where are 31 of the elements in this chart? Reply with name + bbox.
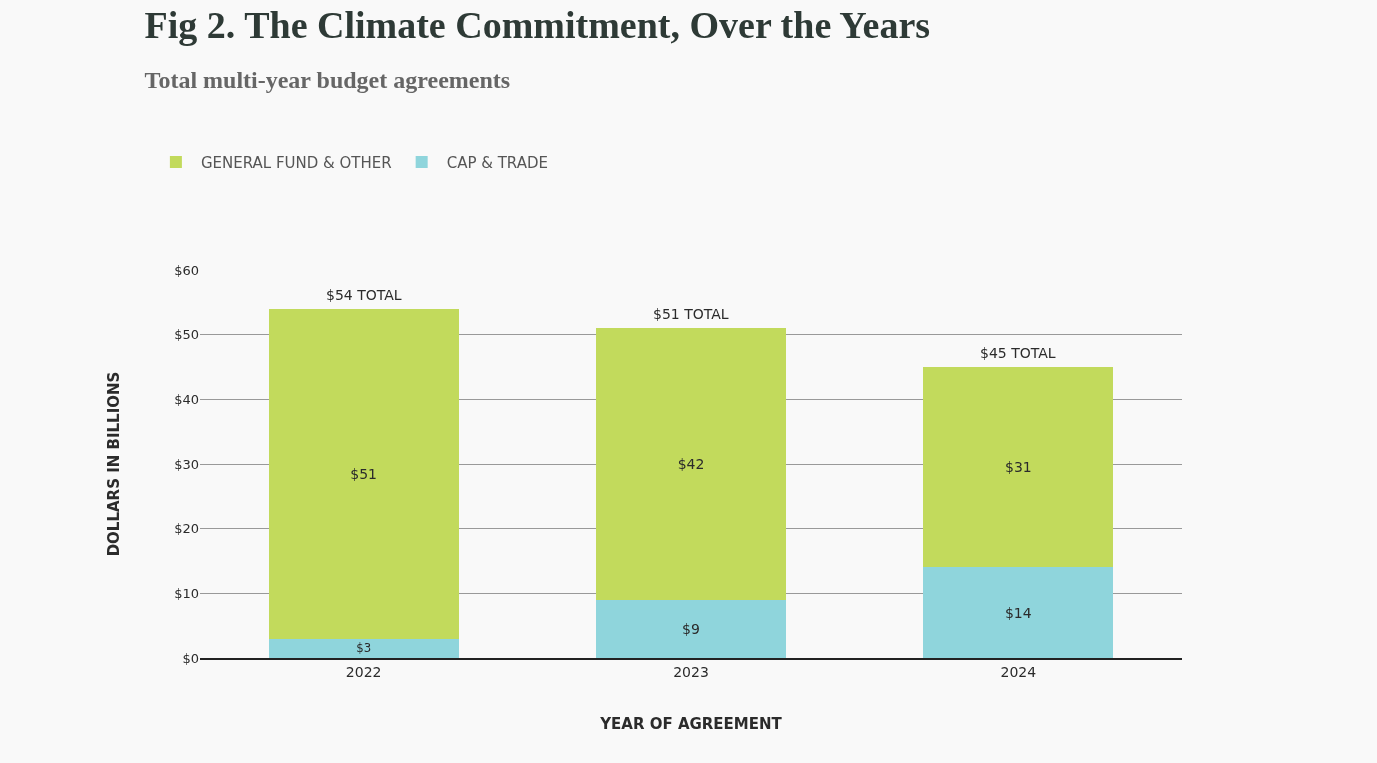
x-tick-label: 2023 <box>673 663 709 680</box>
y-axis-title: DOLLARS IN BILLIONS <box>105 371 124 557</box>
legend-label: GENERAL FUND & OTHER <box>200 153 392 172</box>
total-label: $51 TOTAL <box>653 306 729 322</box>
data-label: $51 <box>350 465 378 482</box>
data-label: $9 <box>682 620 700 637</box>
chart-title: Fig 2. The Climate Commitment, Over the Years <box>144 4 931 47</box>
legend-label: CAP & TRADE <box>446 153 548 172</box>
total-label: $45 TOTAL <box>980 345 1056 361</box>
bar <box>596 599 786 658</box>
y-tick-label: $0 <box>182 650 199 666</box>
y-tick-label: $50 <box>174 327 199 343</box>
bar <box>923 367 1114 568</box>
x-tick-label: 2022 <box>345 663 382 680</box>
bar <box>923 567 1114 658</box>
data-label: $42 <box>677 456 705 472</box>
y-tick-label: $30 <box>174 456 199 472</box>
y-tick-label: $40 <box>174 391 199 407</box>
bar <box>596 328 786 600</box>
bar <box>268 308 459 639</box>
x-axis-title: YEAR OF AGREEMENT <box>599 715 783 734</box>
data-label: $3 <box>356 641 372 656</box>
total-label: $54 TOTAL <box>326 287 402 303</box>
bar <box>268 638 459 658</box>
chart-subtitle: Total multi-year budget agreements <box>144 66 511 93</box>
y-tick-label: $20 <box>174 521 199 537</box>
x-tick-label: 2024 <box>1000 663 1037 680</box>
data-label: $31 <box>1004 459 1032 476</box>
y-tick-label: $10 <box>174 585 199 601</box>
data-label: $14 <box>1004 604 1032 621</box>
y-tick-label: $60 <box>174 262 199 278</box>
